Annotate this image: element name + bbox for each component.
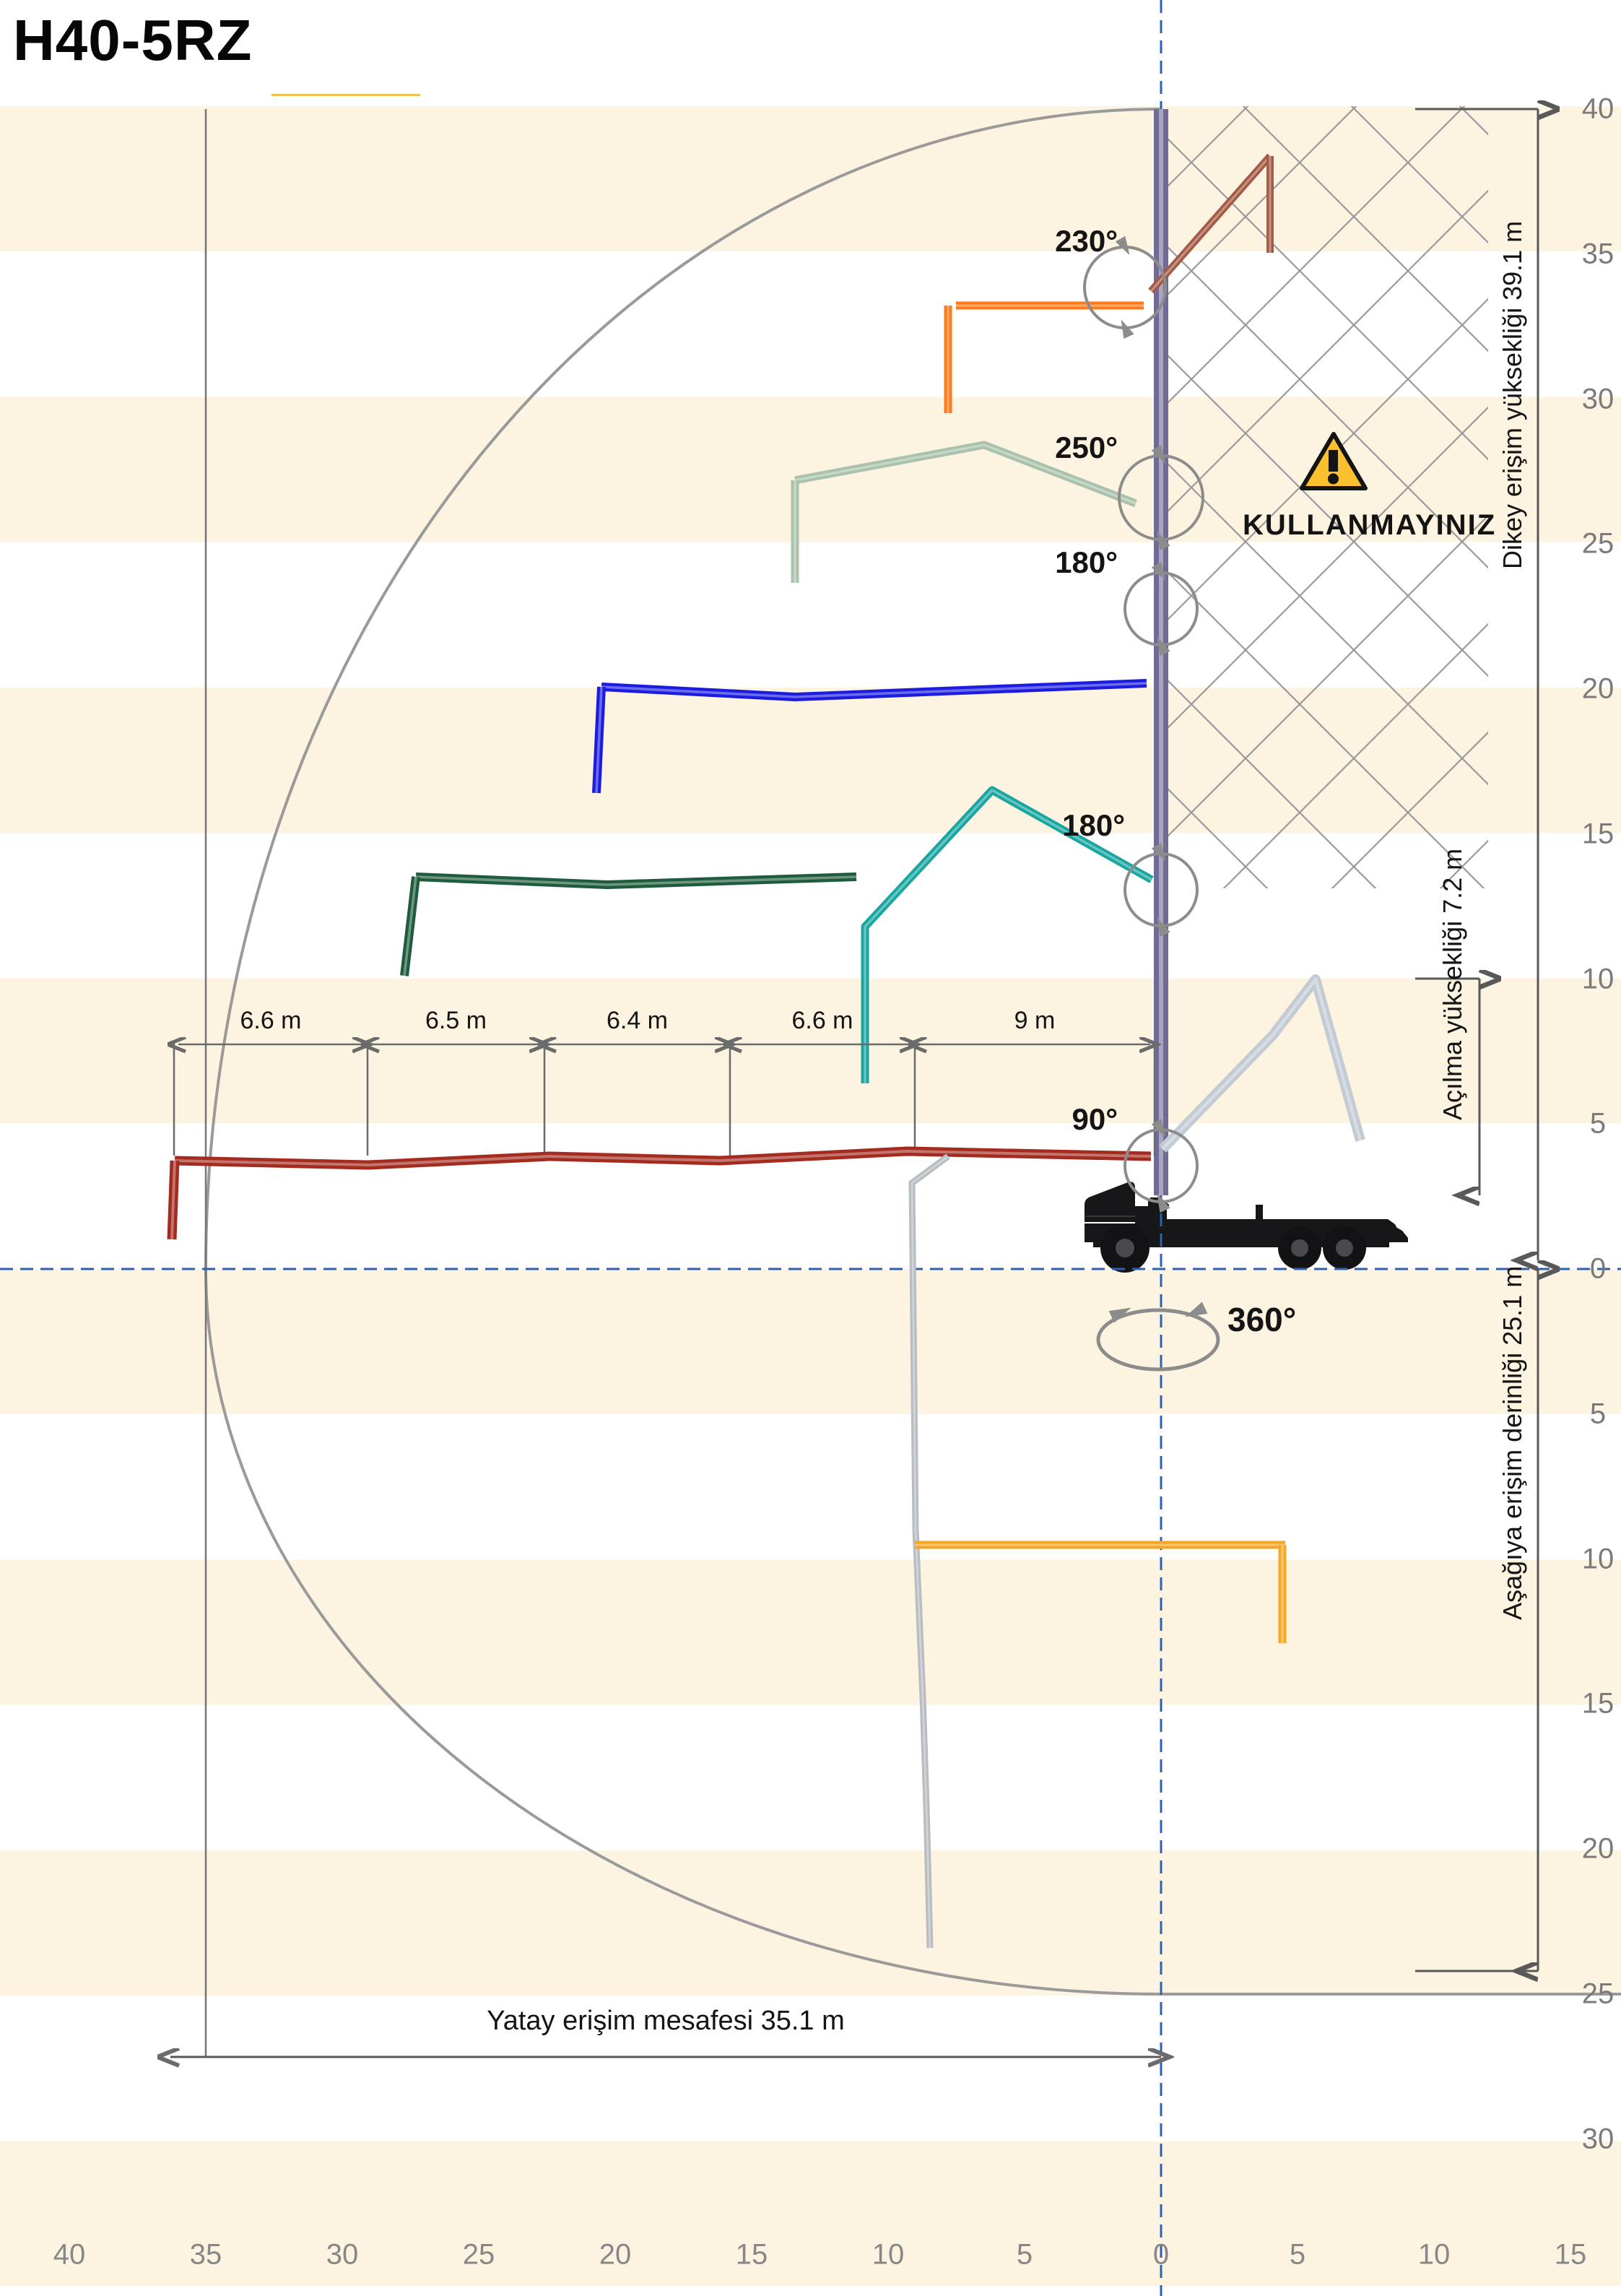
svg-text:9 m: 9 m xyxy=(1014,1007,1056,1034)
svg-text:Yatay erişim mesafesi 35.1 m: Yatay erişim mesafesi 35.1 m xyxy=(487,2006,845,2036)
svg-text:6.6 m: 6.6 m xyxy=(240,1007,301,1034)
svg-text:6.6 m: 6.6 m xyxy=(791,1007,853,1034)
svg-text:6.4 m: 6.4 m xyxy=(607,1007,668,1034)
svg-text:180°: 180° xyxy=(1055,545,1118,579)
svg-text:6.5 m: 6.5 m xyxy=(425,1007,487,1034)
svg-text:360°: 360° xyxy=(1227,1301,1296,1338)
svg-text:230°: 230° xyxy=(1055,224,1118,258)
svg-text:180°: 180° xyxy=(1062,808,1125,842)
svg-text:250°: 250° xyxy=(1055,430,1118,464)
svg-text:90°: 90° xyxy=(1072,1102,1118,1136)
